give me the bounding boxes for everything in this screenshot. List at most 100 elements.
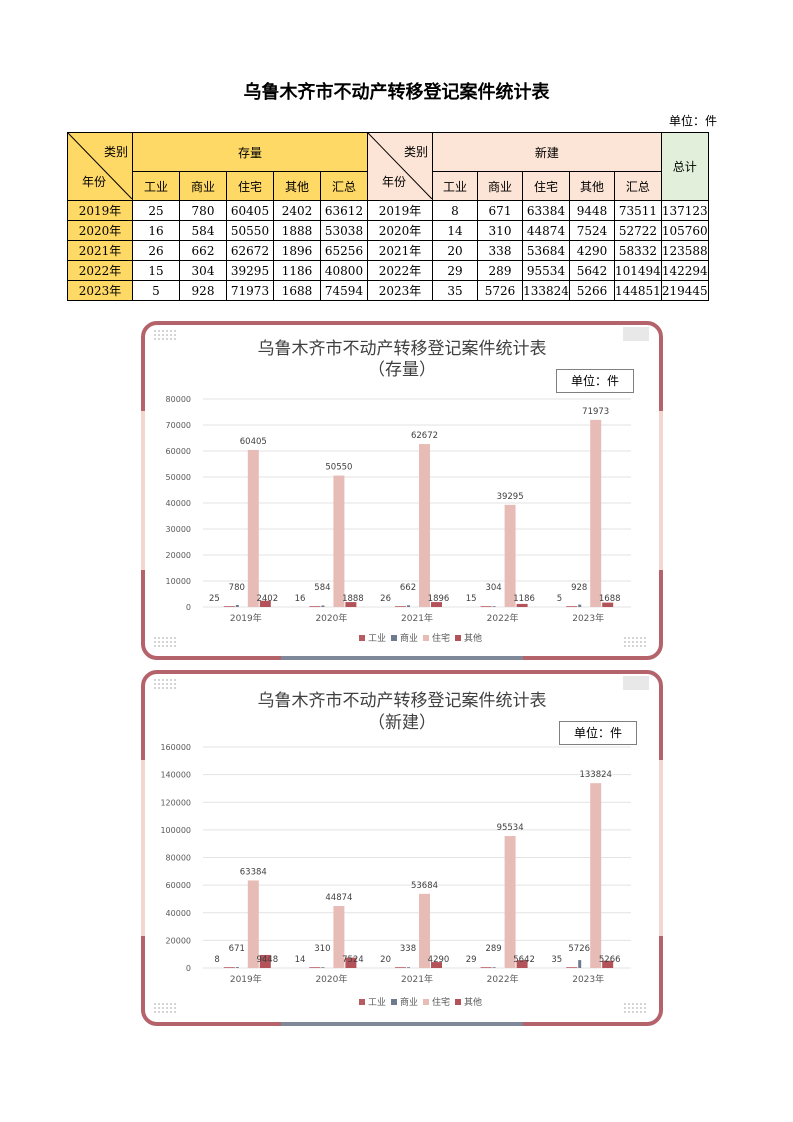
grip-dot [628, 1011, 630, 1013]
legend-swatch [391, 999, 397, 1005]
stock-value-cell: 584 [179, 220, 227, 241]
grip-dot [162, 637, 164, 639]
stock-value-cell: 74594 [320, 280, 368, 301]
y-tick-label: 20000 [166, 551, 191, 560]
grip-dot [166, 687, 168, 689]
grip-dot [624, 645, 626, 647]
data-label: 44874 [325, 893, 352, 903]
col-header: 工业 [432, 171, 478, 201]
data-label: 9448 [256, 955, 278, 965]
new-group-header: 新建 [432, 132, 662, 172]
bar [407, 605, 410, 607]
x-tick-label: 2020年 [315, 973, 347, 985]
col-header: 汇总 [320, 171, 368, 201]
bar [578, 604, 582, 607]
grip-dot [644, 1003, 646, 1005]
col-header: 商业 [477, 171, 523, 201]
stock-value-cell: 53038 [320, 220, 368, 241]
x-tick-label: 2020年 [315, 612, 347, 624]
y-tick-label: 80000 [166, 854, 191, 863]
y-tick-label: 120000 [160, 798, 191, 807]
bar [309, 606, 321, 607]
grip-dot [644, 1007, 646, 1009]
new-corner-header: 类别 年份 [367, 132, 433, 201]
grip-dot [166, 338, 168, 340]
grip-dot [632, 637, 634, 639]
bar [602, 960, 614, 968]
grip-dot [632, 645, 634, 647]
year-cell: 2022年 [367, 260, 433, 281]
grip-dot [170, 683, 172, 685]
data-label: 4290 [428, 955, 450, 965]
grip-dot [640, 637, 642, 639]
grip-dot [640, 1003, 642, 1005]
grip-dot [636, 1007, 638, 1009]
grip-dot [170, 687, 172, 689]
bar [480, 967, 492, 968]
new-value-cell: 20 [432, 240, 478, 261]
stock-value-cell: 26 [132, 240, 180, 261]
frame-accent [141, 411, 145, 570]
data-label: 7524 [342, 955, 364, 965]
legend-swatch [455, 635, 461, 641]
x-tick-label: 2023年 [572, 973, 604, 985]
grip-dot [154, 679, 156, 681]
new-value-cell: 14 [432, 220, 478, 241]
col-header: 其他 [273, 171, 321, 201]
grip-dot [632, 1011, 634, 1013]
bar [407, 967, 410, 968]
data-label: 1688 [599, 594, 621, 604]
stock-group-header: 存量 [132, 132, 368, 172]
diagonal-line [368, 133, 432, 199]
grip-dot [624, 1007, 626, 1009]
bar [247, 880, 259, 968]
stats-table: 类别 年份 存量 类别 年份 新建 总计 工业 商业 住宅 其他 汇总 工业 商… [67, 132, 709, 301]
grip-dot [170, 641, 172, 643]
new-value-cell: 338 [477, 240, 523, 261]
grip-dot [640, 1011, 642, 1013]
y-tick-label: 40000 [166, 499, 191, 508]
new-value-cell: 289 [477, 260, 523, 281]
chart-title: 乌鲁木齐市不动产转移登记案件统计表 [257, 339, 547, 359]
grip-dot [162, 683, 164, 685]
grip-dot [166, 641, 168, 643]
grip-dot [636, 1011, 638, 1013]
new-value-cell: 95534 [522, 260, 570, 281]
bar [578, 960, 582, 968]
grip-dot [154, 637, 156, 639]
grip-dot [166, 637, 168, 639]
bar [431, 962, 442, 968]
grip-dot [174, 645, 176, 647]
new-value-cell: 4290 [569, 240, 615, 261]
grip-dot [154, 683, 156, 685]
bar [492, 967, 496, 968]
grip-dot [154, 1003, 156, 1005]
data-label: 671 [229, 944, 245, 954]
grip-dot [174, 687, 176, 689]
table-row: 2019年 25 780 60405 2402 63612 2019年 8 671 63384 94… [67, 200, 709, 221]
col-header: 工业 [132, 171, 180, 201]
total-header: 总计 [660, 132, 709, 201]
stock-value-cell: 15 [132, 260, 180, 281]
legend-swatch [455, 999, 461, 1005]
grip-dot [154, 645, 156, 647]
y-tick-label: 0 [186, 964, 191, 973]
legend-swatch [359, 999, 365, 1005]
bar [590, 783, 602, 968]
grip-dot [158, 1003, 160, 1005]
data-label: 310 [314, 944, 330, 954]
grip-dot [166, 645, 168, 647]
stock-value-cell: 25 [132, 200, 180, 221]
stock-value-cell: 50550 [226, 220, 274, 241]
grip-dot [170, 330, 172, 332]
bar [235, 604, 239, 607]
table-row: 2023年 5 928 71973 1688 74594 2023年 35 5726 133824… [67, 280, 709, 301]
total-cell: 123588 [660, 240, 709, 261]
grip-dot [628, 1003, 630, 1005]
grip-dot [632, 641, 634, 643]
bar [223, 606, 235, 607]
year-label: 年份 [82, 175, 107, 189]
grip-dot [170, 1011, 172, 1013]
chart-title: 乌鲁木齐市不动产转移登记案件统计表 [257, 691, 547, 711]
col-header: 汇总 [614, 171, 662, 201]
